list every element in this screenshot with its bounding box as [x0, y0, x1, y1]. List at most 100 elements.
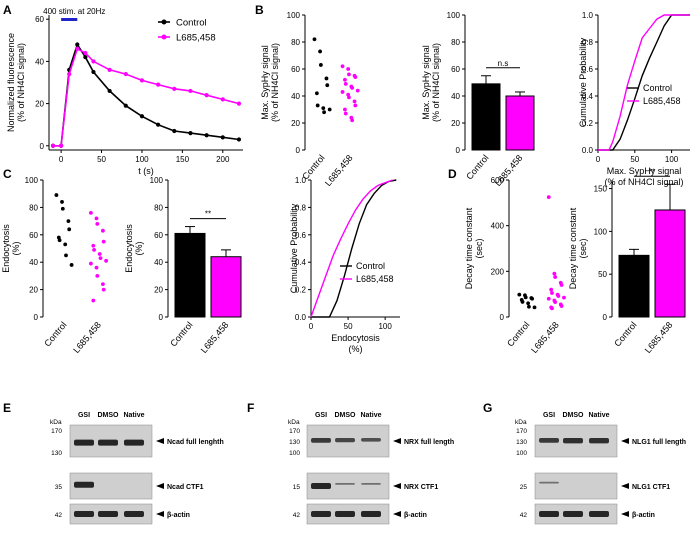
- x-tick-label: 50: [344, 322, 353, 331]
- data-point: [327, 107, 332, 112]
- data-point: [89, 261, 93, 266]
- legend-marker-control: [161, 19, 167, 25]
- y-tick-label: 40: [291, 92, 300, 101]
- blot-band: [335, 511, 355, 517]
- y-tick-label: 100: [287, 11, 301, 20]
- western-blot-f: kDa GSI DMSO Native 170 130 100 NRX full length…: [288, 412, 454, 525]
- data-point: [60, 200, 64, 204]
- y-tick-label: 80: [291, 38, 300, 47]
- y-axis-title: (% of NH4Cl signal): [270, 43, 280, 122]
- blot-band: [74, 481, 94, 488]
- data-point: [57, 238, 62, 243]
- y-tick-label: 80: [451, 38, 460, 47]
- kda-marker: 100: [516, 450, 527, 457]
- band-arrow: [156, 511, 164, 517]
- data-point: [236, 137, 242, 142]
- y-tick-label: 60: [451, 65, 460, 74]
- data-point: [350, 118, 355, 123]
- data-point: [318, 63, 323, 67]
- y-tick-label: 20: [154, 286, 163, 295]
- data-point: [204, 93, 209, 98]
- lane-label: GSI: [315, 412, 327, 419]
- y-axis-title: (sec): [474, 238, 484, 258]
- band-arrow: [621, 511, 629, 517]
- data-point: [322, 110, 326, 115]
- series-line: [53, 42, 240, 147]
- blot-band: [311, 483, 331, 489]
- panel-label-c: C: [3, 167, 12, 181]
- kda-marker: 42: [293, 512, 301, 519]
- panel-label-b: B: [255, 3, 264, 17]
- y-axis-title: Max. SypHy signal: [421, 45, 431, 120]
- y-tick-label: 50: [598, 270, 607, 279]
- band-arrow: [393, 483, 401, 489]
- y-axis-title: Cumulative Probability: [578, 37, 588, 127]
- lane-label: Native: [588, 412, 609, 419]
- data-point: [355, 88, 360, 93]
- y-tick-label: 600: [491, 176, 505, 185]
- legend-label-control: Control: [176, 18, 207, 29]
- data-point: [553, 300, 558, 305]
- y-tick-label: 60: [154, 231, 163, 240]
- x-axis-title: (%): [349, 344, 363, 354]
- y-axis-title: Decay time constant: [568, 207, 578, 289]
- bar: [505, 95, 535, 151]
- blot-band: [589, 438, 609, 444]
- kda-label: kDa: [50, 419, 62, 426]
- data-point: [139, 78, 145, 83]
- y-tick-label: 100: [594, 227, 608, 236]
- data-point: [98, 256, 103, 260]
- y-tick-label: 0.0: [295, 313, 307, 322]
- blot-band: [539, 511, 559, 517]
- y-axis-title: (%): [134, 242, 144, 256]
- data-point: [562, 295, 566, 300]
- category-label: Control: [464, 153, 490, 182]
- data-point: [343, 77, 347, 82]
- y-axis-title: Max. SypHy signal: [260, 45, 270, 120]
- category-label: L685,458: [529, 320, 561, 355]
- chart-b-bar: 0 20 40 60 80 100 Max. SypHy signal (% of NH4Cl…: [421, 11, 535, 188]
- data-point: [67, 227, 72, 232]
- data-point: [340, 64, 345, 69]
- blot-strip: [534, 472, 618, 500]
- data-point: [69, 263, 74, 267]
- data-point: [343, 111, 348, 116]
- data-point: [556, 294, 561, 298]
- blot-band: [124, 439, 144, 446]
- y-tick-label: 20: [35, 100, 44, 109]
- data-point: [50, 143, 56, 148]
- y-tick-label: 0: [34, 313, 39, 322]
- data-point: [340, 90, 345, 94]
- x-tick-label: 0: [309, 322, 314, 331]
- blot-band: [74, 439, 94, 446]
- y-tick-label: 100: [150, 176, 164, 185]
- data-point: [343, 81, 348, 86]
- blot-band: [589, 511, 609, 517]
- kda-label: kDa: [515, 419, 527, 426]
- chart-b-cdf: 0.0 0.2 0.4 0.6 0.8 1.0 Cumulative Probability…: [578, 11, 690, 187]
- y-tick-label: 80: [29, 203, 38, 212]
- data-point: [526, 301, 531, 306]
- category-label: Control: [168, 320, 194, 349]
- y-axis-title: (% of NH4Cl signal): [16, 43, 26, 122]
- bar: [654, 209, 686, 318]
- band-arrow: [621, 438, 629, 444]
- stimulus-annotation: 400 stim. at 20Hz: [43, 7, 105, 16]
- lane-label: DMSO: [98, 412, 120, 419]
- panel-label-e: E: [3, 401, 11, 415]
- data-point: [325, 83, 330, 88]
- blot-band: [563, 511, 583, 517]
- data-point: [172, 86, 177, 91]
- panel-label-g: G: [483, 401, 492, 415]
- significance-label: n.s: [498, 59, 509, 68]
- data-point: [59, 143, 64, 148]
- blot-band: [98, 439, 118, 446]
- data-point: [91, 59, 96, 64]
- lane-label: Native: [123, 412, 144, 419]
- data-point: [104, 258, 108, 263]
- data-point: [89, 210, 93, 215]
- kda-marker: 25: [520, 484, 528, 491]
- cdf-line: [311, 179, 397, 318]
- band-arrow: [393, 511, 401, 517]
- data-point: [94, 265, 99, 270]
